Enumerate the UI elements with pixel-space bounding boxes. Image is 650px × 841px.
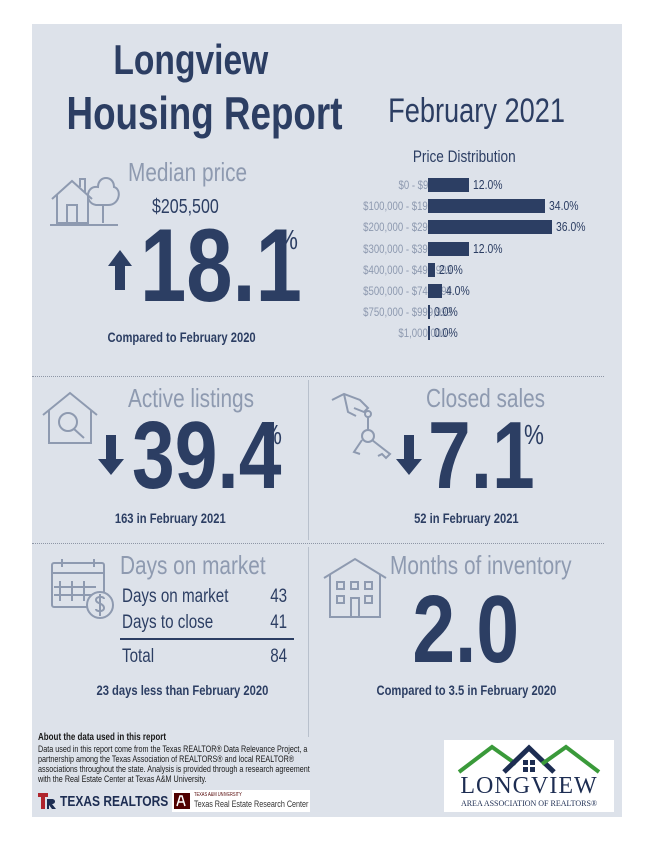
price-distribution-value: 34.0% (549, 198, 579, 214)
column-divider (308, 380, 309, 540)
price-range-label: $300,000 - $399,999 (363, 241, 452, 256)
price-range-label: $400,000 - $499,999 (363, 262, 452, 277)
price-range-label: $750,000 - $999,999 (363, 305, 452, 320)
price-distribution-value: 4.0% (445, 283, 470, 298)
section-divider (32, 543, 604, 544)
price-range-label: $1,000,000+ (398, 326, 452, 341)
about-text: Data used in this report come from the T… (38, 744, 310, 784)
price-distribution-bar (428, 241, 470, 256)
active-note: 163 in February 2021 (114, 510, 226, 526)
price-distribution-row: $200,000 - $299,999 36.0% (32, 219, 622, 236)
tamu-logo: TEXAS A&M UNIVERSITY Texas Real Estate R… (172, 790, 310, 812)
median-label: Median price (128, 157, 248, 187)
report-period: February 2021 (388, 92, 566, 130)
about-title: About the data used in this report (38, 732, 167, 743)
atm-mark-icon (174, 793, 190, 809)
dom-note: 23 days less than February 2020 (96, 682, 268, 698)
price-distribution-bar (428, 326, 430, 341)
report-panel: Longview Housing Report February 2021 Me… (32, 24, 622, 817)
price-distribution-bar (428, 284, 442, 298)
price-distribution-row: $0 - $99,999 12.0% (32, 177, 622, 194)
arrow-down-icon (98, 435, 124, 475)
price-distribution-bar (428, 199, 546, 214)
city-title: Longview (113, 36, 269, 83)
price-range-label: $0 - $99,999 (398, 178, 452, 192)
calendar-money-icon (51, 559, 114, 619)
closed-change: 7.1 (428, 402, 535, 509)
median-percent: % (278, 224, 298, 255)
house-tree-icon (50, 177, 120, 226)
price-distribution-value: 0.0% (433, 325, 458, 341)
price-range-label: $200,000 - $299,999 (363, 220, 452, 235)
price-distribution-row: $400,000 - $499,999 2.0% (32, 262, 622, 279)
active-label: Active listings (128, 383, 254, 413)
price-range-label: $500,000 - $749,999 (363, 284, 452, 298)
median-price: $205,500 (152, 196, 219, 218)
dom-label: Days on market (120, 550, 266, 580)
price-distribution-bar (428, 305, 430, 320)
arrow-up-icon (108, 250, 132, 290)
price-distribution-row: $100,000 - $199,999 34.0% (32, 198, 622, 215)
price-distribution-value: 12.0% (473, 240, 503, 256)
rooftops-icon (457, 744, 601, 774)
median-note: Compared to February 2020 (107, 329, 257, 345)
price-distribution-row: $500,000 - $749,999 4.0% (32, 283, 622, 300)
closed-note: 52 in February 2021 (413, 510, 519, 526)
price-distribution-value: 36.0% (556, 219, 586, 235)
inventory-value: 2.0 (412, 576, 520, 683)
section-divider (32, 376, 604, 377)
price-distribution-value: 0.0% (433, 304, 458, 320)
arrow-down-icon (396, 435, 422, 475)
price-distribution-row: $750,000 - $999,999 0.0% (32, 304, 622, 321)
dom-total-rule (120, 638, 294, 640)
price-distribution-title: Price Distribution (413, 147, 516, 166)
median-change: 18.1 (140, 208, 302, 324)
price-distribution-row: $300,000 - $399,999 12.0% (32, 241, 622, 258)
longview-association-logo: LONGVIEW AREA ASSOCIATION OF REALTORS® (444, 740, 614, 812)
tr-mark-icon (38, 793, 56, 809)
closed-percent: % (524, 419, 544, 450)
inventory-note: Compared to 3.5 in February 2020 (376, 682, 556, 698)
column-divider (308, 547, 309, 737)
active-change: 39.4 (132, 402, 282, 509)
price-distribution-bar (428, 220, 553, 235)
closed-label: Closed sales (426, 383, 546, 413)
house-search-icon (42, 391, 98, 444)
price-distribution-value: 2.0% (438, 261, 463, 277)
inventory-label: Months of inventory (390, 550, 572, 580)
active-percent: % (262, 419, 282, 450)
price-range-label: $100,000 - $199,999 (363, 199, 452, 214)
price-distribution-row: $1,000,000+ 0.0% (32, 325, 622, 342)
report-title: Housing Report (66, 87, 343, 139)
building-icon (323, 557, 387, 618)
texas-realtors-logo: TEXAS REALTORS (38, 792, 168, 812)
price-distribution-bar (428, 262, 435, 277)
hand-keys-icon (331, 392, 392, 460)
price-distribution-value: 12.0% (473, 177, 503, 192)
price-distribution-bar (428, 178, 470, 192)
